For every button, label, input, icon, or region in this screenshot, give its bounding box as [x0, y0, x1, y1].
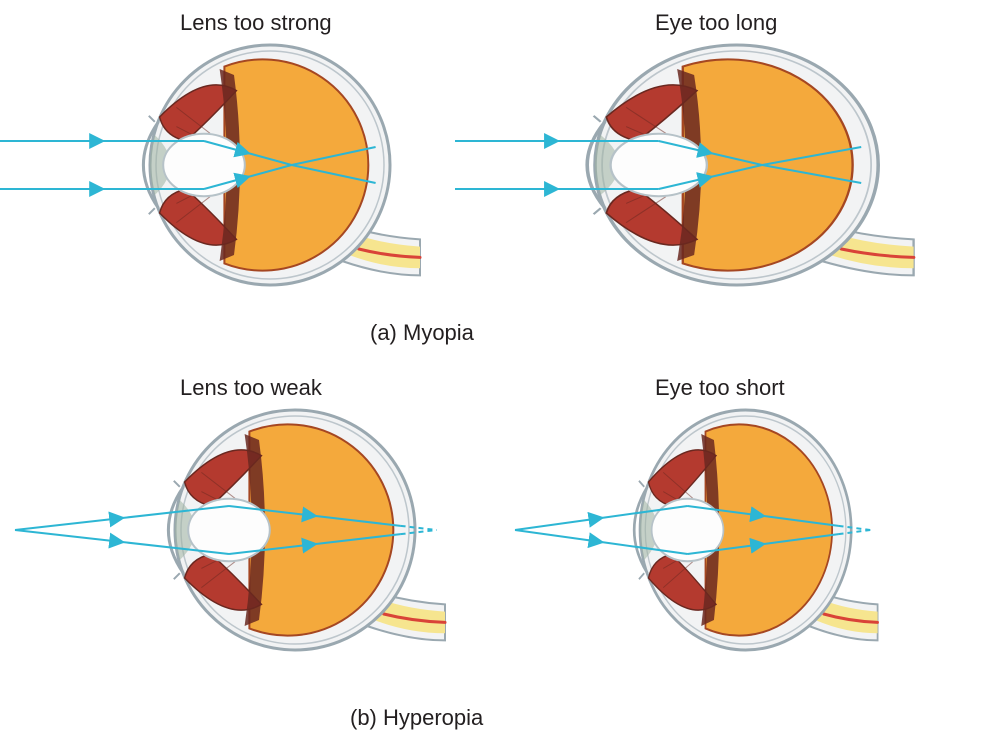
section-label: (b) Hyperopia: [350, 705, 483, 731]
panel-title: Eye too short: [655, 375, 785, 401]
eye-diagram: [0, 0, 1000, 735]
